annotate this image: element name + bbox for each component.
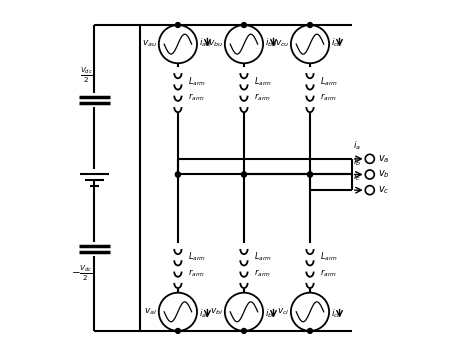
Circle shape [308,172,312,177]
Circle shape [242,23,246,28]
Circle shape [242,172,246,177]
Text: $r_{arm}$: $r_{arm}$ [320,268,337,279]
Text: $-\frac{V_{dc}}{2}$: $-\frac{V_{dc}}{2}$ [71,264,93,283]
Text: $i_{au}$: $i_{au}$ [199,36,211,49]
Text: $i_{bl}$: $i_{bl}$ [265,307,275,320]
Circle shape [175,172,180,177]
Circle shape [308,172,312,177]
Text: $v_{bu}$: $v_{bu}$ [208,39,223,50]
Text: $L_{arm}$: $L_{arm}$ [254,251,272,263]
Text: $i_c$: $i_c$ [354,171,361,183]
Text: $r_{arm}$: $r_{arm}$ [254,92,271,103]
Circle shape [308,23,312,28]
Text: $L_{arm}$: $L_{arm}$ [188,251,206,263]
Circle shape [242,172,246,177]
Text: $i_{al}$: $i_{al}$ [199,307,209,320]
Circle shape [175,328,180,333]
Circle shape [308,328,312,333]
Text: $v_c$: $v_c$ [378,184,389,196]
Text: $r_{arm}$: $r_{arm}$ [188,92,204,103]
Text: $v_b$: $v_b$ [378,169,390,180]
Text: $v_{cu}$: $v_{cu}$ [274,39,289,50]
Text: $i_{cu}$: $i_{cu}$ [331,36,343,49]
Text: $v_a$: $v_a$ [378,153,389,165]
Text: $i_{cl}$: $i_{cl}$ [331,307,340,320]
Text: $\frac{V_{dc}}{2}$: $\frac{V_{dc}}{2}$ [80,66,93,85]
Text: $r_{arm}$: $r_{arm}$ [320,92,337,103]
Text: $v_{bl}$: $v_{bl}$ [210,306,223,317]
Text: $v_{cl}$: $v_{cl}$ [277,306,289,317]
Text: $L_{arm}$: $L_{arm}$ [320,251,338,263]
Text: $r_{arm}$: $r_{arm}$ [188,268,204,279]
Text: $v_{au}$: $v_{au}$ [142,39,157,50]
Circle shape [242,328,246,333]
Text: $L_{arm}$: $L_{arm}$ [254,75,272,88]
Circle shape [175,23,180,28]
Circle shape [175,172,180,177]
Text: $r_{arm}$: $r_{arm}$ [254,268,271,279]
Text: $i_{bu}$: $i_{bu}$ [265,36,277,49]
Text: $i_a$: $i_a$ [354,139,362,152]
Text: $i_b$: $i_b$ [354,155,362,168]
Text: $L_{arm}$: $L_{arm}$ [188,75,206,88]
Text: $v_{al}$: $v_{al}$ [144,306,157,317]
Text: $L_{arm}$: $L_{arm}$ [320,75,338,88]
